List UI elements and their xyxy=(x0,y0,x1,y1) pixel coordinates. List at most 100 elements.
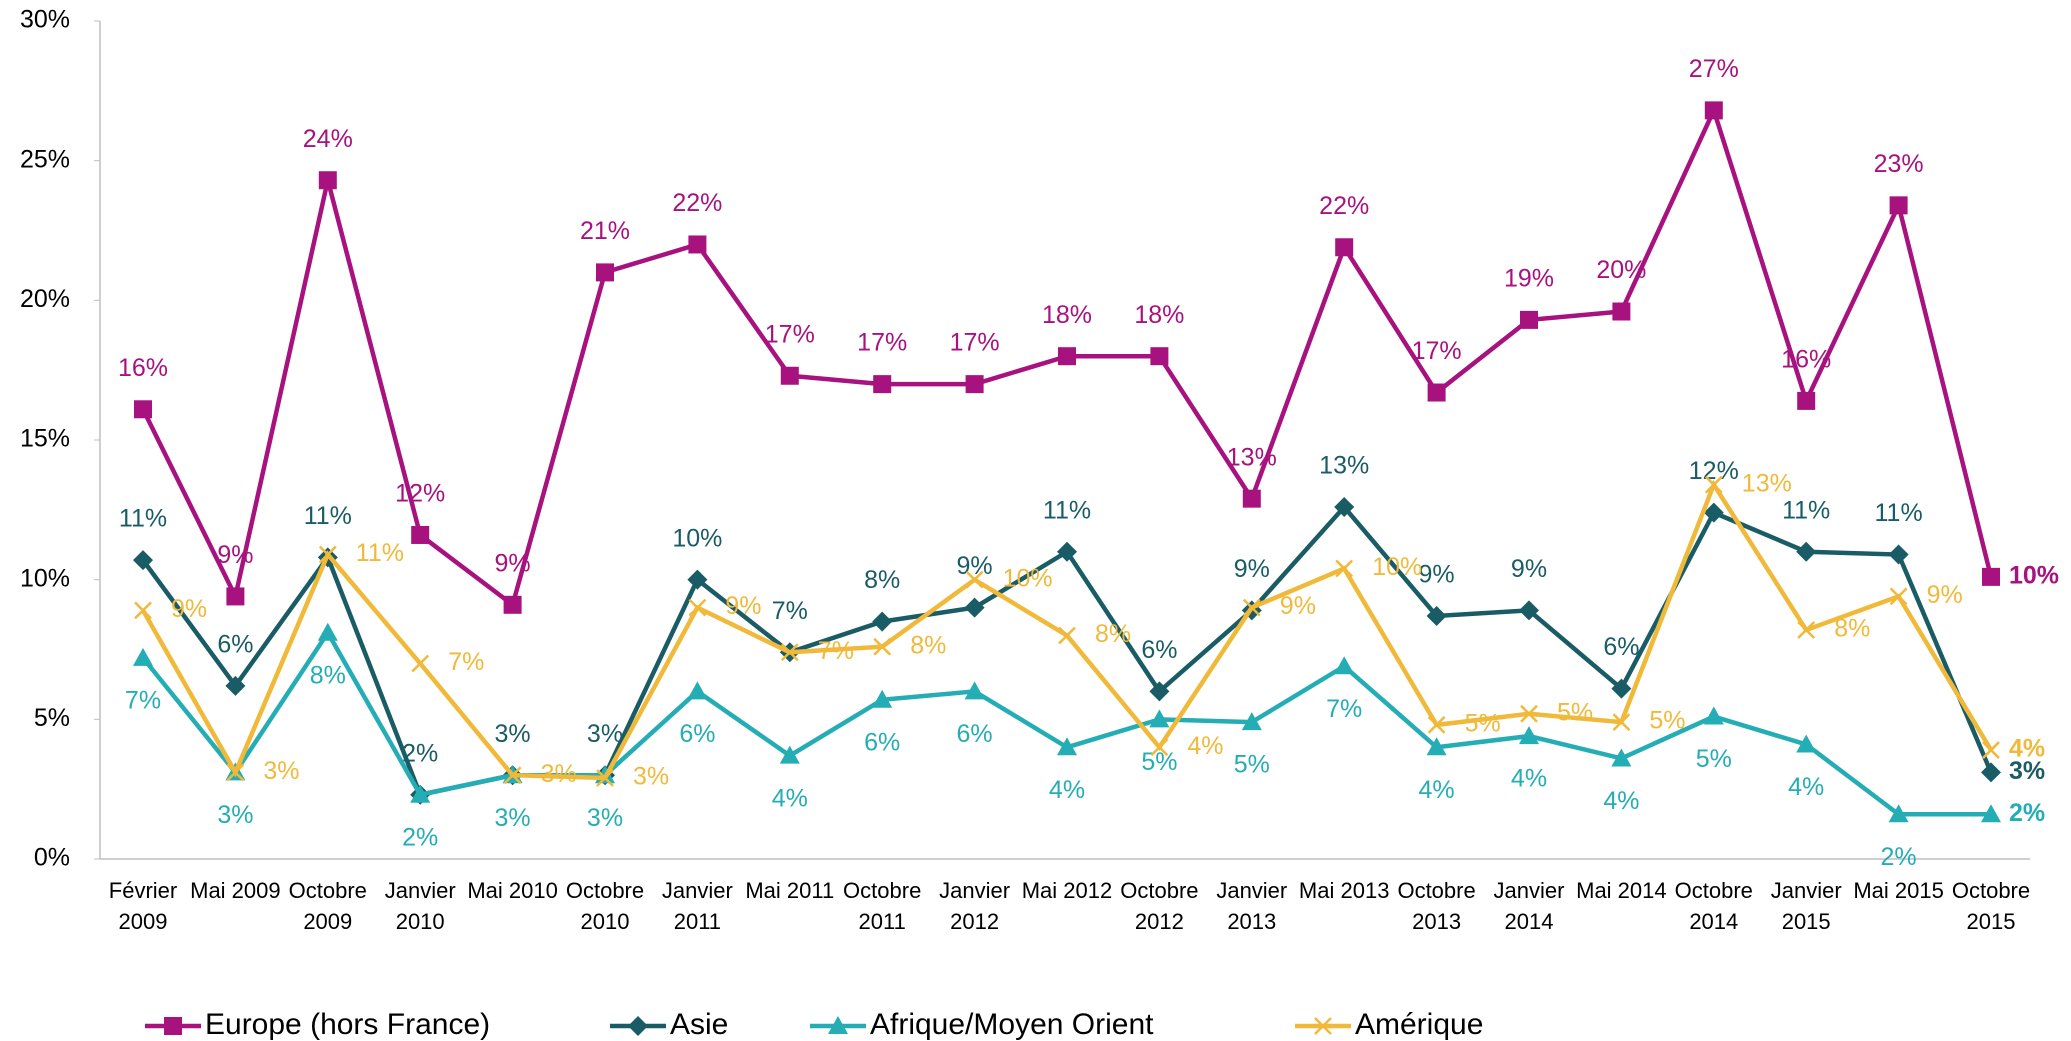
marker xyxy=(1057,737,1077,756)
marker xyxy=(410,784,431,803)
x-tick-label: Mai 2009 xyxy=(190,878,281,903)
data-label: 3% xyxy=(217,801,253,829)
data-label: 23% xyxy=(1874,150,1924,178)
data-label: 3% xyxy=(263,757,299,785)
marker xyxy=(965,375,984,394)
x-tick-label: Octobre 2010 xyxy=(565,878,645,934)
legend-marker xyxy=(1314,1017,1332,1035)
legend-marker xyxy=(628,1016,648,1036)
marker xyxy=(1520,310,1538,329)
y-tick-label: 20% xyxy=(20,285,70,313)
data-label: 8% xyxy=(310,661,346,689)
marker xyxy=(596,263,614,282)
marker xyxy=(1611,748,1632,767)
marker xyxy=(965,570,984,589)
marker xyxy=(1703,706,1724,725)
y-tick-label: 5% xyxy=(34,704,70,732)
legend-item: Asie xyxy=(610,1008,728,1041)
marker xyxy=(1241,712,1262,731)
marker xyxy=(1982,741,2000,759)
x-tick-label: Janvier 2014 xyxy=(1493,878,1565,934)
data-label: 7% xyxy=(772,597,808,625)
data-label: 5% xyxy=(1141,748,1177,776)
data-label: 3% xyxy=(541,760,577,788)
marker xyxy=(1796,541,1817,562)
data-label: 8% xyxy=(1095,620,1131,648)
data-label: 9% xyxy=(957,552,993,580)
data-label: 9% xyxy=(495,549,531,577)
data-label: 9% xyxy=(1419,561,1455,589)
marker xyxy=(1334,656,1355,675)
data-label: 7% xyxy=(125,686,161,714)
marker xyxy=(1981,762,2001,783)
data-label: 4% xyxy=(2009,735,2045,763)
x-tick-label: Mai 2012 xyxy=(1021,878,1113,903)
marker xyxy=(873,375,892,394)
marker xyxy=(1149,709,1170,728)
data-label: 22% xyxy=(672,189,722,217)
marker xyxy=(1797,391,1816,410)
x-tick-label: Mai 2014 xyxy=(1576,878,1667,903)
marker xyxy=(503,766,522,785)
marker xyxy=(134,400,152,419)
data-label: 8% xyxy=(910,631,946,659)
marker xyxy=(1519,600,1539,621)
marker xyxy=(1242,598,1261,617)
data-label: 4% xyxy=(1788,773,1824,801)
data-label: 10% xyxy=(1003,564,1053,592)
data-label: 5% xyxy=(1557,698,1593,726)
data-label: 9% xyxy=(217,541,253,569)
data-label: 24% xyxy=(303,125,353,153)
data-label: 4% xyxy=(1511,765,1547,793)
series: 16% 9% 24% 12% 9% 21% 22% 17% 17% 17% 18% 18% 13% 22%… xyxy=(118,55,2059,614)
marker xyxy=(1335,238,1354,257)
data-label: 18% xyxy=(1042,301,1092,329)
x-tick-label: Mai 2013 xyxy=(1298,878,1390,903)
data-label: 17% xyxy=(765,320,815,348)
legend-label: Europe (hors France) xyxy=(205,1008,490,1041)
marker xyxy=(780,643,799,662)
y-tick-label: 0% xyxy=(34,844,70,872)
data-label: 17% xyxy=(950,329,1000,357)
marker xyxy=(1703,502,1724,523)
y-tick-label: 25% xyxy=(20,145,70,173)
x-tick-label: Octobre 2015 xyxy=(1951,878,2031,934)
marker xyxy=(687,569,708,590)
marker xyxy=(1888,804,1909,823)
marker xyxy=(1612,713,1631,732)
data-label: 17% xyxy=(857,329,907,357)
marker xyxy=(1150,738,1169,757)
marker xyxy=(1611,678,1632,699)
marker xyxy=(873,637,892,656)
marker xyxy=(1704,101,1723,120)
x-tick-label: Octobre 2012 xyxy=(1120,878,1199,934)
series: 9%3%11%7%3% 3%9%7% 8%10%8%4%9%10%5% 5% 5%13%… xyxy=(134,469,2045,791)
marker xyxy=(1520,704,1538,723)
marker xyxy=(872,689,893,708)
data-label: 9% xyxy=(171,595,207,623)
marker xyxy=(1335,559,1354,578)
legend-item: Afrique/Moyen Orient xyxy=(810,1008,1154,1041)
data-label: 7% xyxy=(1326,695,1362,723)
marker xyxy=(688,235,707,254)
data-label: 7% xyxy=(818,637,854,665)
x-tick-label: Janvier 2012 xyxy=(939,878,1011,934)
data-label: 3% xyxy=(633,763,669,791)
x-tick-label: Janvier 2013 xyxy=(1216,878,1288,934)
marker xyxy=(411,654,430,673)
marker xyxy=(411,525,430,544)
y-tick-label: 15% xyxy=(20,425,70,453)
marker xyxy=(687,681,708,700)
marker xyxy=(1797,621,1816,639)
legend-label: Amérique xyxy=(1355,1008,1483,1041)
data-label: 6% xyxy=(217,630,253,658)
data-label: 5% xyxy=(1234,751,1270,779)
marker xyxy=(226,587,245,606)
legend-marker xyxy=(164,1017,182,1035)
marker xyxy=(1704,475,1723,494)
data-label: 4% xyxy=(772,784,808,812)
data-label: 9% xyxy=(1280,592,1316,620)
data-label: 8% xyxy=(864,566,900,594)
marker xyxy=(134,601,152,620)
